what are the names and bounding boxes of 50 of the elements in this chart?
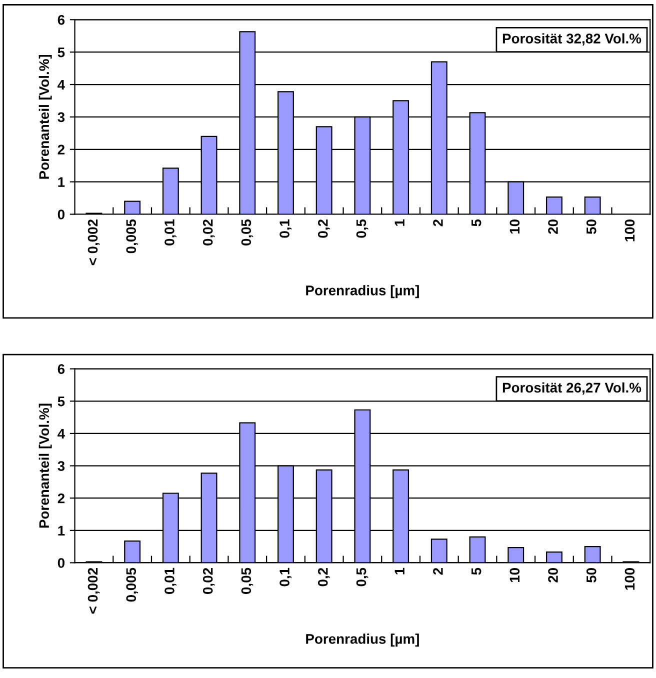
x-tick-label: 0,02 bbox=[202, 568, 215, 594]
x-tick-label: 0,02 bbox=[202, 220, 215, 246]
y-tick-label: 4 bbox=[58, 80, 65, 90]
y-tick-label: 5 bbox=[58, 48, 65, 58]
x-tick-label: 10 bbox=[510, 220, 520, 234]
x-axis-title: Porenradius [µm] bbox=[306, 634, 419, 647]
x-tick-label: 20 bbox=[548, 568, 558, 582]
x-tick-label: 50 bbox=[586, 220, 596, 234]
x-tick-label: 1 bbox=[394, 219, 404, 226]
x-tick-label: 0,1 bbox=[280, 219, 292, 238]
x-tick-label: 0,2 bbox=[318, 220, 330, 238]
x-tick-label: 0,5 bbox=[356, 568, 368, 586]
y-tick-label: 0 bbox=[58, 558, 64, 568]
x-tick-label: 0,05 bbox=[241, 219, 254, 246]
y-tick-label: 5 bbox=[58, 396, 65, 406]
y-axis-title: Porenanteil [Vol.%] bbox=[38, 404, 52, 528]
y-tick-label: 6 bbox=[58, 364, 65, 374]
x-tick-label: 0,2 bbox=[318, 568, 330, 586]
x-tick-label: 5 bbox=[472, 219, 482, 226]
y-tick-label: 6 bbox=[58, 14, 65, 25]
annotation: Porosität 32,82 Vol.% bbox=[502, 33, 642, 46]
y-tick-label: 2 bbox=[58, 144, 65, 154]
x-tick-label: 2 bbox=[433, 568, 443, 575]
x-tick-label: < 0,002 bbox=[88, 568, 100, 614]
x-tick-label: 0,01 bbox=[164, 568, 176, 594]
annotation: Porosität 26,27 Vol.% bbox=[502, 382, 642, 395]
x-tick-label: 5 bbox=[472, 568, 482, 575]
y-tick-label: 1 bbox=[58, 177, 65, 187]
y-tick-label: 3 bbox=[58, 461, 65, 471]
x-tick-label: 0,1 bbox=[280, 568, 292, 586]
y-tick-label: 4 bbox=[58, 428, 65, 438]
x-tick-label: 100 bbox=[624, 568, 635, 590]
x-tick-label: 0,5 bbox=[356, 219, 368, 238]
x-tick-label: 0,005 bbox=[126, 568, 138, 602]
x-tick-label: 1 bbox=[394, 568, 404, 574]
x-axis-title: Porenradius [µm] bbox=[306, 285, 419, 298]
x-tick-label: 0,005 bbox=[126, 219, 138, 254]
y-tick-label: 3 bbox=[58, 112, 65, 122]
y-tick-label: 1 bbox=[58, 526, 65, 536]
x-tick-label: 0,01 bbox=[164, 219, 176, 246]
x-tick-label: 0,05 bbox=[241, 568, 254, 594]
x-tick-label: 100 bbox=[624, 220, 635, 242]
y-axis-title: Porenanteil [Vol.%] bbox=[38, 54, 52, 179]
x-tick-label: < 0,002 bbox=[88, 220, 100, 266]
x-tick-label: 10 bbox=[510, 568, 520, 582]
x-tick-label: 20 bbox=[548, 220, 558, 234]
y-tick-label: 0 bbox=[58, 210, 64, 220]
y-tick-label: 2 bbox=[58, 493, 65, 504]
x-tick-label: 50 bbox=[586, 568, 596, 582]
x-tick-label: 2 bbox=[433, 220, 443, 226]
